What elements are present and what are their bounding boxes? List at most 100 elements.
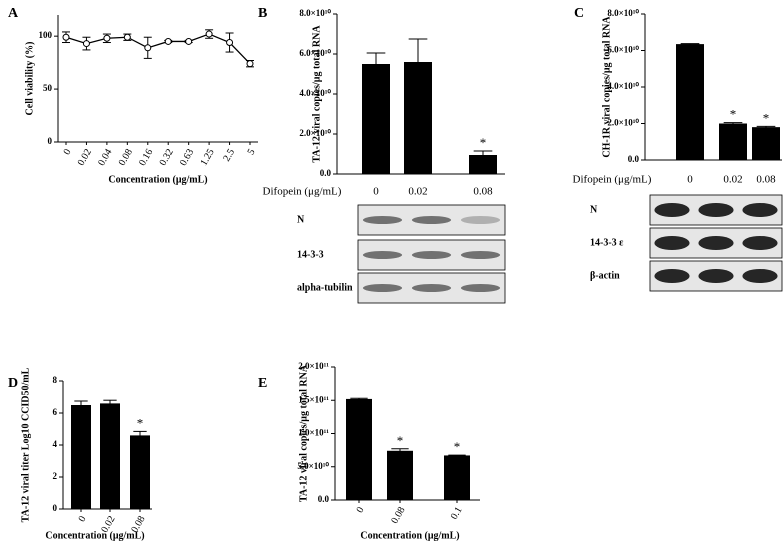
blot-band — [742, 236, 778, 250]
x-tick-label: 0.02 — [408, 186, 427, 198]
x-axis-label: Concentration (μg/mL) — [45, 530, 144, 541]
y-tick-label: 8.0×10¹⁰ — [607, 8, 639, 18]
y-tick-label: 8 — [53, 375, 58, 385]
bar — [719, 123, 747, 160]
bar — [752, 127, 780, 160]
x-axis-label: Concentration (μg/mL) — [108, 174, 207, 185]
bar — [444, 455, 470, 500]
y-tick-label: 1.0×10¹¹ — [298, 428, 329, 438]
y-axis-label: CH-1R viral copies/μg total RNA — [601, 16, 612, 158]
x-tick-label: 2.5 — [221, 147, 237, 163]
marker — [144, 44, 152, 52]
panel-letter: E — [258, 376, 267, 391]
blot-band — [654, 236, 690, 250]
x-axis-label: Difopein (μg/mL) — [573, 174, 652, 186]
x-tick-label: 5 — [246, 147, 258, 157]
blot-label: 14-3-3 — [297, 249, 324, 260]
bar — [676, 44, 704, 160]
blot-band — [411, 251, 452, 259]
y-tick-label: 4.0×10¹⁰ — [607, 81, 639, 91]
blot-label: β-actin — [590, 270, 620, 281]
blot-band — [460, 216, 501, 224]
significance: * — [730, 107, 737, 122]
blot-label: alpha-tubilin — [297, 282, 353, 293]
x-tick-label: 0 — [62, 147, 74, 157]
x-tick-label: 0.02 — [723, 174, 742, 186]
panel-letter: B — [258, 6, 267, 21]
x-tick-label: 0.63 — [178, 147, 196, 168]
x-tick-label: 0 — [373, 186, 379, 198]
x-tick-label: 0.08 — [473, 186, 493, 198]
panel-letter: D — [8, 376, 18, 391]
y-tick-label: 6.0×10¹⁰ — [607, 45, 639, 55]
x-axis-label: Difopein (μg/mL) — [263, 186, 342, 198]
x-tick-label: 0.1 — [449, 505, 465, 521]
marker — [246, 60, 254, 68]
y-axis-label: Cell viability (%) — [24, 42, 35, 116]
line — [65, 33, 251, 65]
y-tick-label: 0.0 — [318, 494, 330, 504]
blot-band — [742, 203, 778, 217]
blot-band — [654, 203, 690, 217]
y-tick-label: 6 — [53, 407, 58, 417]
bar — [130, 435, 150, 509]
x-tick-label: 0.08 — [117, 147, 135, 168]
blot-label: N — [297, 214, 305, 225]
y-tick-label: 0 — [53, 503, 58, 513]
bar — [100, 403, 120, 509]
y-axis-label: TA-12 viral copies/μg total RNA — [311, 25, 322, 163]
marker — [164, 37, 172, 45]
y-tick-label: 50 — [43, 83, 53, 93]
bar — [387, 450, 413, 500]
x-tick-label: 0.08 — [389, 505, 407, 526]
blot-band — [698, 236, 734, 250]
panel-letter: C — [574, 6, 584, 21]
x-axis-label: Concentration (μg/mL) — [360, 530, 459, 541]
x-tick-label: 1.25 — [198, 147, 216, 168]
marker — [82, 40, 90, 48]
y-tick-label: 2.0×10¹¹ — [298, 361, 329, 371]
y-tick-label: 2.0×10¹⁰ — [607, 118, 639, 128]
y-tick-label: 4.0×10¹⁰ — [299, 88, 331, 98]
bar — [346, 398, 372, 500]
x-tick-label: 0 — [687, 174, 693, 186]
x-tick-label: 0.08 — [756, 174, 776, 186]
y-axis-label: TA-12 viral titer Log10 CCID50/mL — [20, 367, 31, 522]
y-tick-label: 5.0×10¹⁰ — [297, 461, 329, 471]
x-tick-label: 0.02 — [76, 147, 94, 168]
y-tick-label: 2.0×10¹⁰ — [299, 128, 331, 138]
y-tick-label: 0 — [48, 136, 53, 146]
blot-band — [411, 216, 452, 224]
y-tick-label: 0.0 — [320, 168, 332, 178]
significance: * — [480, 135, 487, 150]
marker — [226, 39, 234, 47]
x-tick-label: 0.32 — [158, 147, 176, 168]
marker — [103, 34, 111, 42]
significance: * — [454, 439, 461, 454]
marker — [123, 33, 131, 41]
blot-band — [362, 284, 403, 292]
blot-band — [698, 269, 734, 283]
marker — [62, 33, 70, 41]
significance: * — [397, 433, 404, 448]
blot-band — [460, 251, 501, 259]
bar — [469, 155, 497, 174]
blot-band — [654, 269, 690, 283]
y-tick-label: 0.0 — [628, 154, 640, 164]
y-tick-label: 8.0×10¹⁰ — [299, 8, 331, 18]
y-tick-label: 6.0×10¹⁰ — [299, 48, 331, 58]
y-tick-label: 1.5×10¹¹ — [298, 394, 329, 404]
y-tick-label: 4 — [53, 439, 58, 449]
blot-label: N — [590, 204, 598, 215]
y-axis-label: TA-12 viral copies/μg total RNA — [298, 364, 309, 502]
blot-band — [411, 284, 452, 292]
y-tick-label: 2 — [53, 471, 58, 481]
blot-label: 14-3-3 ε — [590, 237, 624, 248]
blot-band — [362, 216, 403, 224]
panel-letter: A — [8, 6, 19, 21]
blot-band — [698, 203, 734, 217]
significance: * — [763, 110, 770, 125]
blot-band — [362, 251, 403, 259]
bar — [71, 405, 91, 509]
